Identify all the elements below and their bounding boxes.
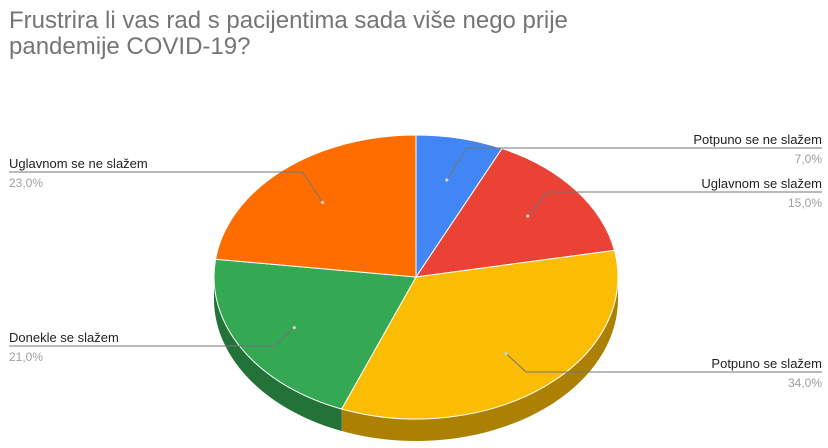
slice-percent-donekle-se-slazem: 21,0% [9,350,43,364]
slice-percent-uglavnom-se-ne-slazem: 23,0% [9,176,43,190]
leader-line-potpuno-se-slazem [505,353,822,373]
leader-line-uglavnom-se-ne-slazem [9,171,323,203]
leader-dot-uglavnom-se-ne-slazem [320,200,325,204]
leader-dot-uglavnom-se-slazem [526,214,530,218]
leader-line-uglavnom-se-slazem [527,191,822,217]
pie-slice-donekle-se-slazem[interactable] [213,258,417,410]
slice-label-donekle-se-slazem: Donekle se slažem [9,330,119,345]
chart-title: Frustrira li vas rad s pacijentima sada … [9,7,568,60]
slice-label-uglavnom-se-slazem: Uglavnom se slažem [701,176,822,191]
pie-side-potpuno-se-slazem [341,277,618,441]
leader-line-donekle-se-slazem [9,327,295,347]
pie-slice-potpuno-se-slazem[interactable] [340,249,619,420]
leader-dot-potpuno-se-ne-slazem [445,178,449,182]
slice-percent-potpuno-se-slazem: 34,0% [788,376,822,390]
leader-dot-potpuno-se-slazem [504,352,508,356]
slice-percent-potpuno-se-ne-slazem: 7,0% [795,152,823,166]
leader-line-potpuno-se-ne-slazem [446,147,822,181]
slice-label-uglavnom-se-ne-slazem: Uglavnom se ne slažem [9,156,148,171]
pie-slice-uglavnom-se-ne-slazem[interactable] [215,134,417,278]
slice-percent-uglavnom-se-slazem: 15,0% [788,196,822,210]
pie-side-walls [214,277,618,441]
leader-dot-donekle-se-slazem [292,326,296,330]
pie-labels: Potpuno se ne slažem 7,0% Uglavnom se slaž… [9,132,822,390]
slice-label-potpuno-se-ne-slazem: Potpuno se ne slažem [693,132,822,147]
pie-side-donekle-se-slazem [214,277,342,432]
slice-label-potpuno-se-slazem: Potpuno se slažem [711,356,822,371]
pie-slices [213,134,619,420]
pie-slice-uglavnom-se-slazem[interactable] [414,147,616,278]
